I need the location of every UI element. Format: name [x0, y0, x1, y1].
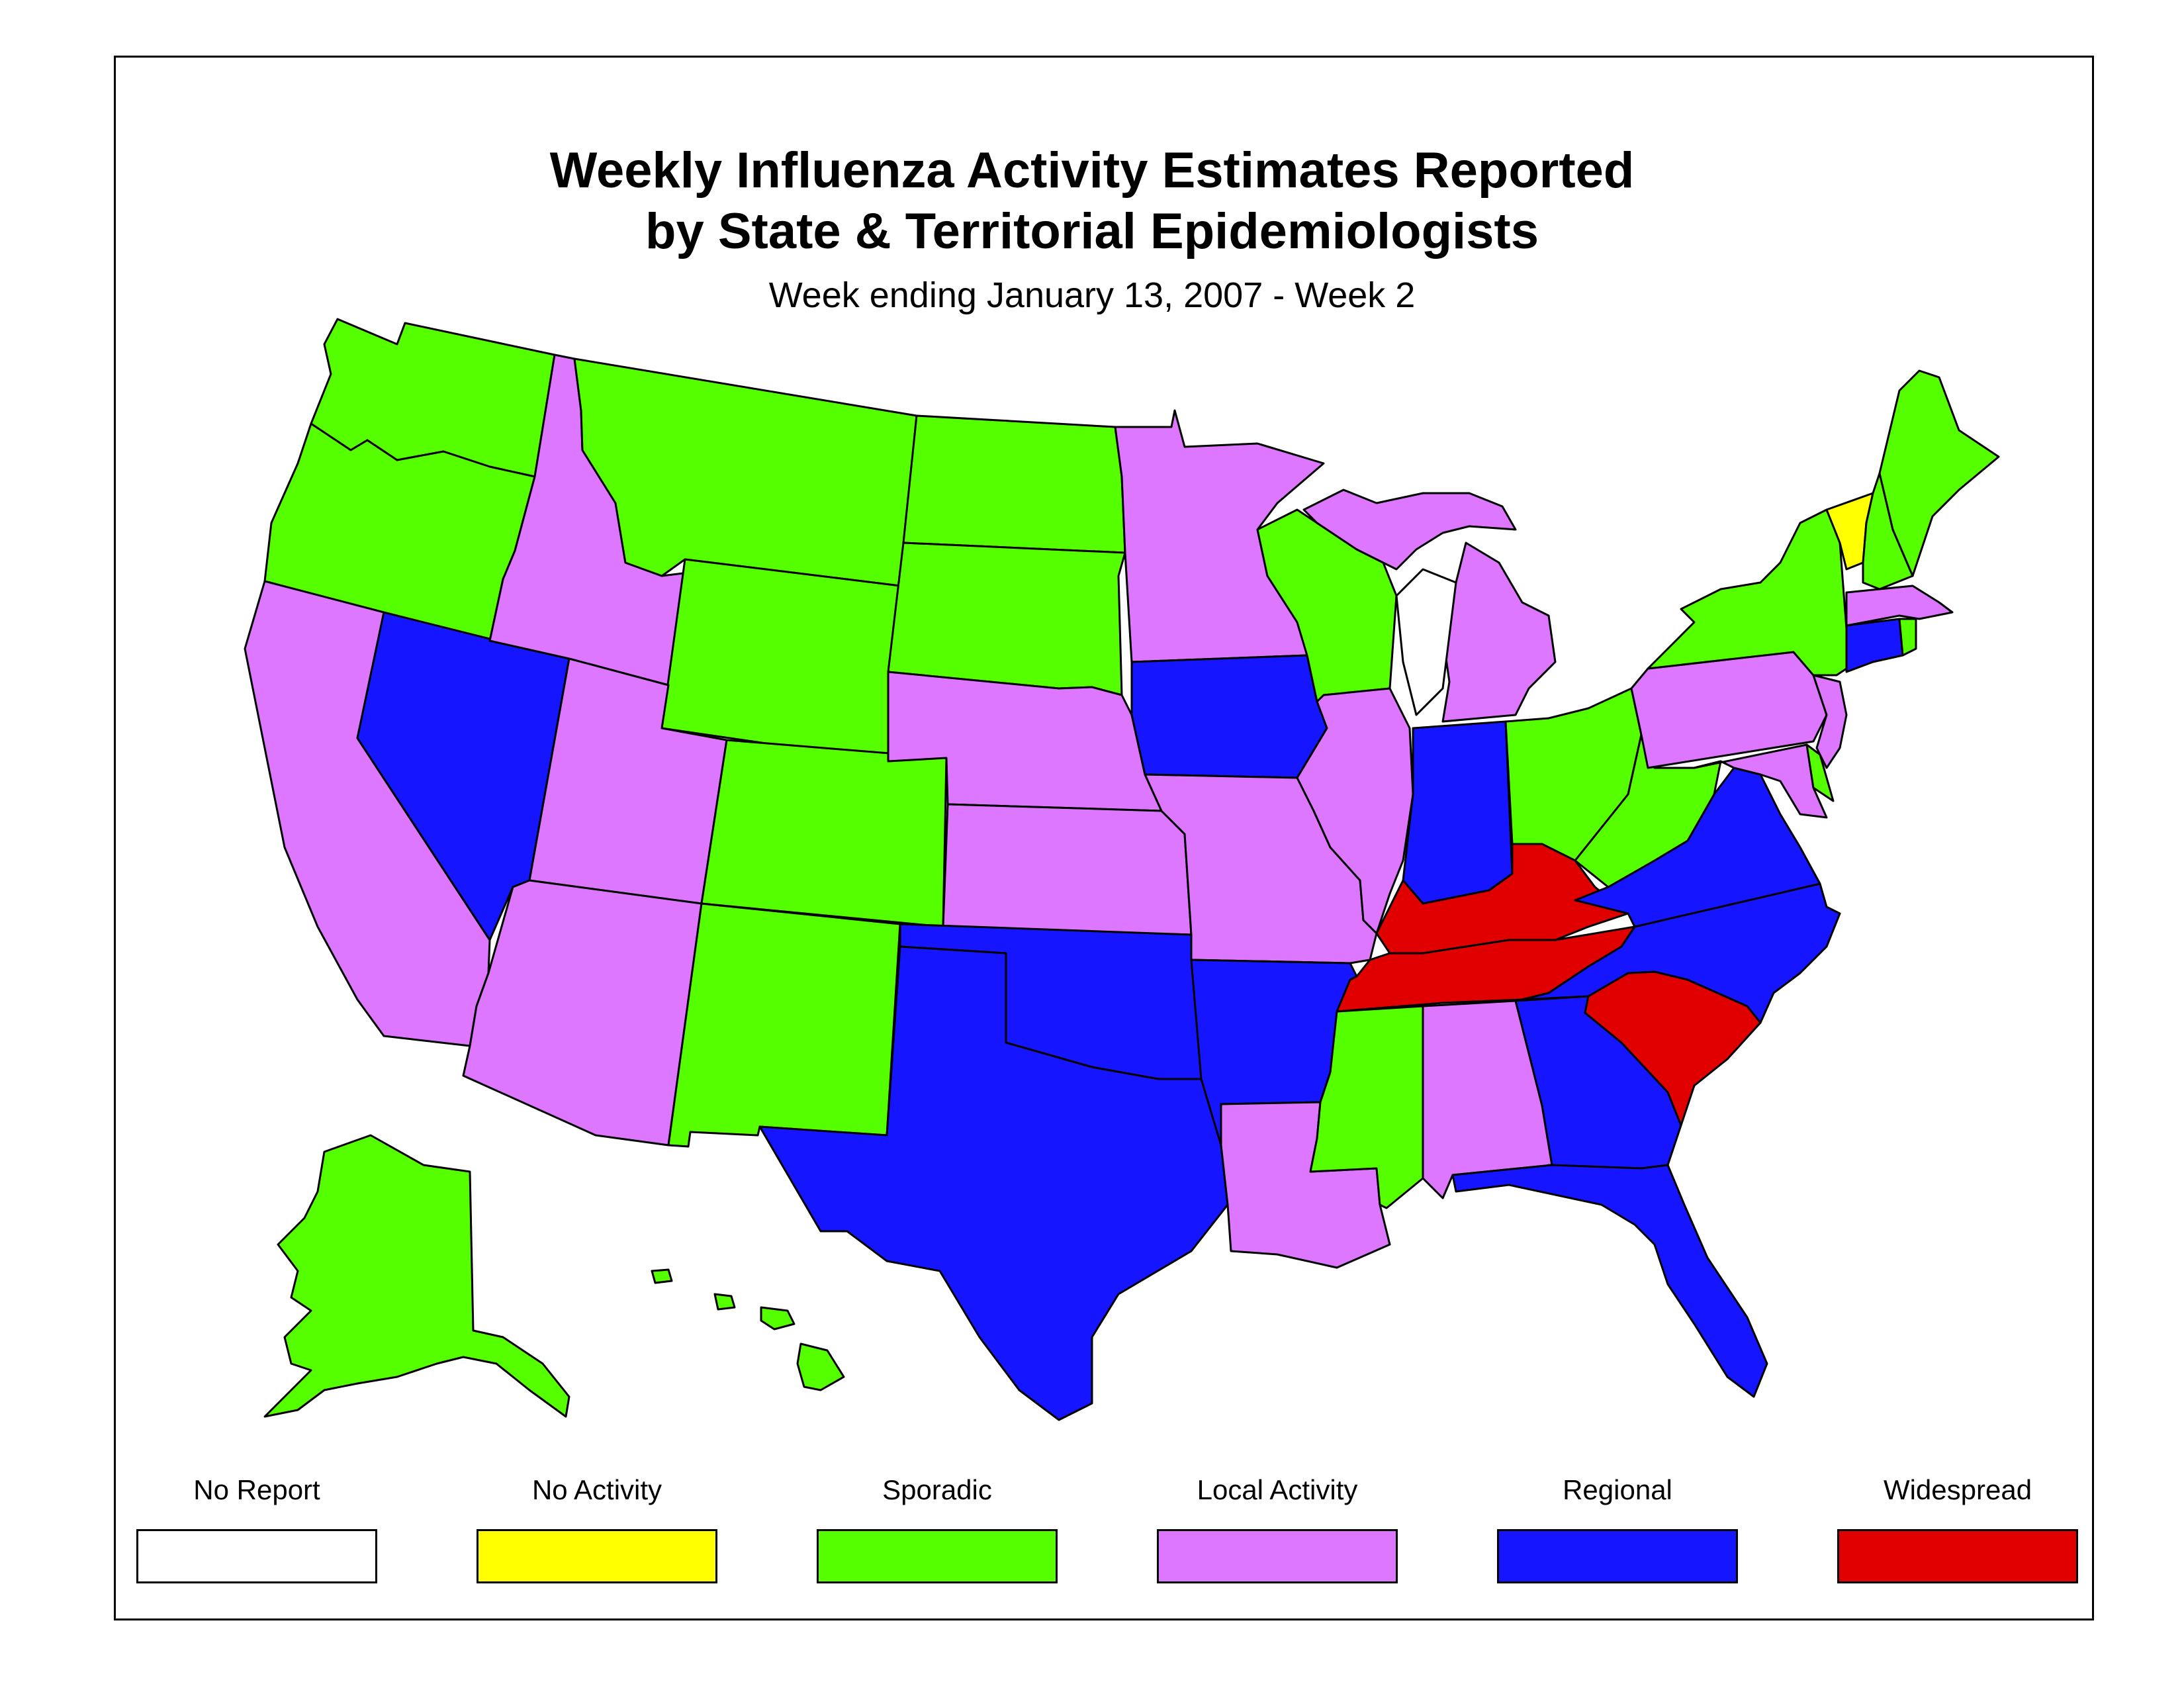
legend-swatch	[1497, 1529, 1738, 1583]
state-tx	[758, 945, 1229, 1421]
map-subtitle: Week ending January 13, 2007 - Week 2	[768, 275, 1416, 315]
lake-michigan	[1395, 568, 1457, 716]
title-line-1: Weekly Influenza Activity Estimates Repo…	[549, 142, 1635, 199]
state-fl	[1451, 1164, 1768, 1398]
legend-item-sporadic: Sporadic	[817, 1474, 1058, 1583]
state-hi-oahu	[713, 1293, 736, 1311]
chart-frame	[114, 56, 2094, 1620]
legend-label: Sporadic	[882, 1474, 992, 1505]
legend-label: No Report	[193, 1474, 320, 1505]
legend-item-regional: Regional	[1497, 1474, 1738, 1583]
legend-item-no-activity: No Activity	[477, 1474, 717, 1583]
state-il	[1296, 687, 1414, 935]
state-me	[1878, 369, 2000, 577]
state-ia	[1130, 654, 1328, 779]
state-wy	[660, 558, 901, 763]
legend-swatch	[1157, 1529, 1398, 1583]
state-ri	[1898, 618, 1917, 657]
state-mt	[573, 357, 918, 587]
legend-label: Widespread	[1883, 1474, 2032, 1505]
state-sd	[887, 541, 1126, 696]
state-nd	[902, 414, 1126, 554]
legend-swatch	[477, 1529, 717, 1583]
state-wv	[1574, 733, 1722, 888]
state-ct	[1845, 618, 1904, 673]
state-hi-maui	[760, 1306, 796, 1331]
legend-label: No Activity	[531, 1474, 662, 1505]
legend-item-no-report: No Report	[136, 1474, 377, 1583]
state-de	[1805, 743, 1835, 802]
state-nc	[1521, 882, 1841, 1024]
state-ny	[1647, 508, 1848, 677]
state-in	[1402, 720, 1514, 905]
state-nm	[667, 902, 901, 1148]
state-ak	[263, 1134, 570, 1418]
state-ks	[942, 803, 1193, 936]
state-mi-upper	[1302, 489, 1517, 571]
legend-swatch	[136, 1529, 377, 1583]
state-co	[700, 739, 948, 928]
state-hi-bigisland	[796, 1342, 845, 1391]
legend-item-local: Local Activity	[1157, 1474, 1398, 1583]
title-line-2: by State & Territorial Epidemiologists	[645, 203, 1539, 259]
map-title: Weekly Influenza Activity Estimates Repo…	[0, 140, 2184, 262]
legend-label: Local Activity	[1197, 1474, 1358, 1505]
state-nj	[1812, 674, 1848, 769]
legend-swatch	[1837, 1529, 2078, 1583]
legend-item-widespread: Widespread	[1837, 1474, 2078, 1583]
state-hi-kauai	[651, 1268, 673, 1284]
legend-swatch	[817, 1529, 1058, 1583]
legend-label: Regional	[1563, 1474, 1672, 1505]
state-mi-lower	[1441, 541, 1557, 723]
